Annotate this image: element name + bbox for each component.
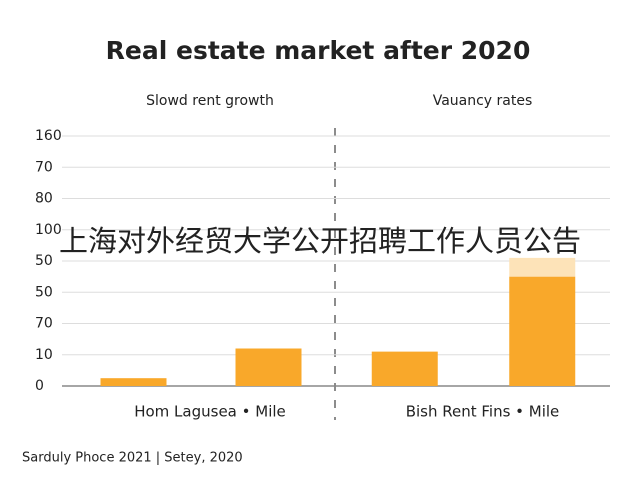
y-tick-label: 160 <box>35 128 62 144</box>
y-tick-label: 100 <box>35 222 62 238</box>
y-tick-label: 50 <box>35 284 53 300</box>
y-tick-label: 70 <box>35 159 53 175</box>
panel-subtitle: Slowd rent growth <box>146 93 274 109</box>
x-axis-label: Bish Rent Fins • Mile <box>406 403 560 421</box>
overlay-text: 上海对外经贸大学公开招聘工作人员公告 <box>59 224 581 258</box>
panel-subtitle: Vauancy rates <box>433 93 533 109</box>
bar <box>235 348 302 386</box>
bar <box>100 378 167 386</box>
bar <box>371 351 438 386</box>
y-tick-label: 80 <box>35 191 53 207</box>
x-axis-label: Hom Lagusea • Mile <box>134 403 286 421</box>
footer: Sarduly Phoce 2021 | Setey, 2020 <box>22 451 243 466</box>
y-tick-label: 50 <box>35 253 53 269</box>
y-tick-label: 0 <box>35 378 44 394</box>
y-tick-label: 10 <box>35 347 53 363</box>
y-tick-label: 70 <box>35 316 53 332</box>
chart-title: Real estate market after 2020 <box>106 36 531 65</box>
bar <box>509 276 576 386</box>
bar <box>509 257 576 277</box>
